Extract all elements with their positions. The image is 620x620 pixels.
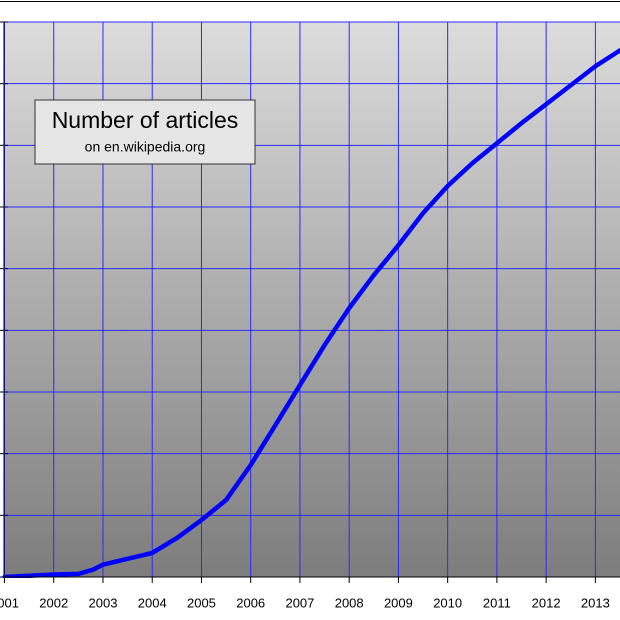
x-tick-label: 2013 [581, 595, 610, 610]
x-tick-label: 2008 [335, 595, 364, 610]
legend: Number of articles on en.wikipedia.org [34, 99, 256, 165]
x-tick-label: 2006 [236, 595, 265, 610]
x-tick-label: 2004 [138, 595, 167, 610]
chart-subtitle: on en.wikipedia.org [85, 139, 206, 155]
x-tick-label: 2002 [39, 595, 68, 610]
x-tick-label: 2012 [532, 595, 561, 610]
x-tick-label: 2011 [483, 595, 511, 610]
x-tick-label: 2007 [285, 595, 314, 610]
x-tick-label: 2010 [433, 595, 462, 610]
x-tick-label: 2001 [0, 595, 19, 610]
x-tick-label: 2009 [384, 595, 413, 610]
chart-title: Number of articles [52, 107, 239, 133]
data-line [2, 48, 620, 578]
x-tick-label: 2003 [89, 595, 118, 610]
x-tick-label: 2005 [187, 595, 216, 610]
legend-box [34, 99, 256, 165]
